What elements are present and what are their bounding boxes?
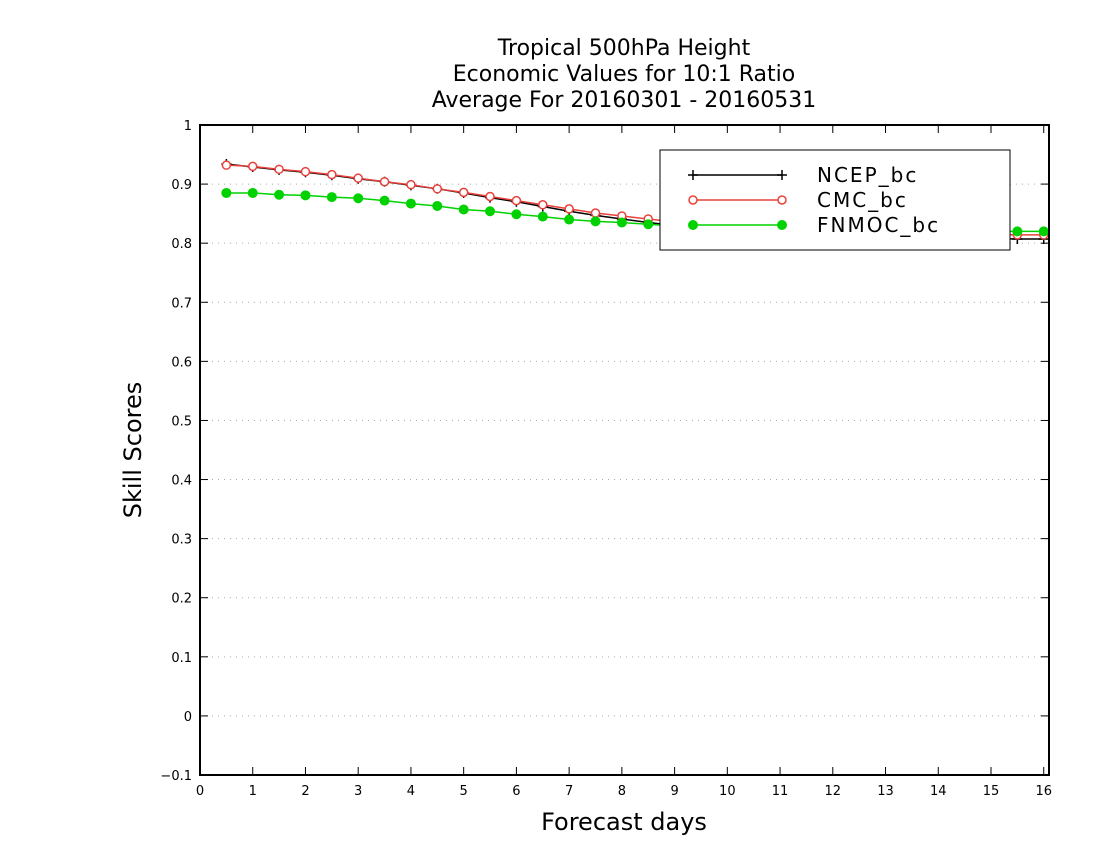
point-fnmoc-bc: [221, 187, 232, 198]
x-tick-label: 6: [512, 784, 520, 799]
point-fnmoc-bc: [379, 195, 390, 206]
x-tick-label: 5: [460, 784, 468, 799]
y-axis-title: Skill Scores: [119, 381, 147, 519]
legend-marker-ncep-bc: [777, 170, 787, 180]
point-fnmoc-bc: [537, 211, 548, 222]
y-tick-label: 0.9: [171, 178, 192, 193]
point-fnmoc-bc: [300, 190, 311, 201]
legend-marker-ncep-bc: [688, 170, 698, 180]
point-fnmoc-bc: [511, 209, 522, 220]
point-cmc-bc: [379, 176, 390, 187]
point-cmc-bc: [432, 184, 443, 194]
x-tick-label: 16: [1035, 784, 1052, 799]
x-tick-label: 9: [670, 784, 678, 799]
x-tick-label: 1: [249, 784, 257, 799]
y-tick-label: 0.8: [171, 237, 192, 252]
y-tick-label: 0: [184, 710, 192, 725]
point-cmc-bc: [458, 187, 469, 198]
x-axis-title: Forecast days: [541, 808, 707, 836]
y-tick-label: 0.6: [171, 355, 192, 370]
point-fnmoc-bc: [353, 193, 364, 204]
x-tick-label: 7: [565, 784, 573, 799]
plot-frame: [199, 124, 1050, 776]
point-fnmoc-bc: [274, 189, 285, 200]
point-cmc-bc: [274, 164, 284, 175]
x-tick-label: 15: [983, 784, 1000, 799]
legend-label-cmc-bc: CMC_bc: [817, 188, 908, 212]
point-fnmoc-bc: [247, 187, 258, 198]
point-fnmoc-bc: [405, 198, 416, 209]
legend-marker-cmc-bc: [777, 195, 787, 205]
point-cmc-bc: [327, 169, 337, 180]
x-tick-label: 8: [618, 784, 626, 799]
point-fnmoc-bc: [326, 192, 337, 203]
point-cmc-bc: [538, 200, 548, 210]
x-tick-label: 12: [825, 784, 842, 799]
y-tick-label: 0.7: [171, 296, 192, 311]
point-fnmoc-bc: [564, 214, 575, 225]
chart-title-line-3: Average For 20160301 - 20160531: [431, 88, 817, 113]
y-tick-label: 1: [184, 119, 192, 134]
grid-lines: [200, 183, 1049, 717]
point-cmc-bc: [247, 161, 258, 172]
y-tick-label: 0.3: [171, 533, 192, 548]
point-cmc-bc: [485, 191, 495, 202]
y-tick-label: 0.5: [171, 414, 192, 429]
chart-title-line-1: Tropical 500hPa Height: [497, 36, 751, 61]
point-cmc-bc: [406, 179, 416, 190]
x-tick-label: 0: [196, 784, 204, 799]
y-tick-label: 0.4: [171, 474, 192, 489]
point-cmc-bc: [353, 173, 363, 183]
x-tick-label: 4: [407, 784, 415, 799]
point-cmc-bc: [221, 160, 232, 170]
point-cmc-bc: [300, 166, 311, 177]
point-cmc-bc: [564, 204, 574, 214]
chart-title-line-2: Economic Values for 10:1 Ratio: [452, 62, 796, 87]
legend-label-fnmoc-bc: FNMOC_bc: [817, 213, 940, 237]
x-tick-label: 13: [877, 784, 894, 799]
x-tick-label: 3: [354, 784, 362, 799]
legend-marker-fnmoc-bc: [688, 220, 698, 230]
y-tick-label: −0.1: [160, 769, 192, 784]
point-fnmoc-bc: [485, 206, 496, 217]
point-fnmoc-bc: [1038, 226, 1049, 237]
point-fnmoc-bc: [1012, 226, 1023, 237]
legend-marker-fnmoc-bc: [777, 220, 787, 230]
point-fnmoc-bc: [432, 200, 443, 211]
legend-marker-cmc-bc: [688, 195, 698, 205]
axis-ticks: −0.100.10.20.30.40.50.60.70.80.910 1 2 3 4 5 6…: [160, 119, 1052, 799]
y-tick-label: 0.1: [171, 651, 192, 666]
x-tick-label: 14: [930, 784, 947, 799]
point-fnmoc-bc: [590, 216, 601, 227]
y-tick-label: 0.2: [171, 592, 192, 607]
point-fnmoc-bc: [458, 204, 469, 215]
x-tick-label: 10: [719, 784, 736, 799]
point-fnmoc-bc: [643, 219, 654, 230]
x-tick-label: 2: [301, 784, 309, 799]
x-tick-label: 11: [772, 784, 789, 799]
point-cmc-bc: [511, 195, 522, 206]
point-cmc-bc: [590, 208, 601, 218]
point-fnmoc-bc: [616, 217, 627, 228]
legend-label-ncep-bc: NCEP_bc: [817, 163, 918, 187]
